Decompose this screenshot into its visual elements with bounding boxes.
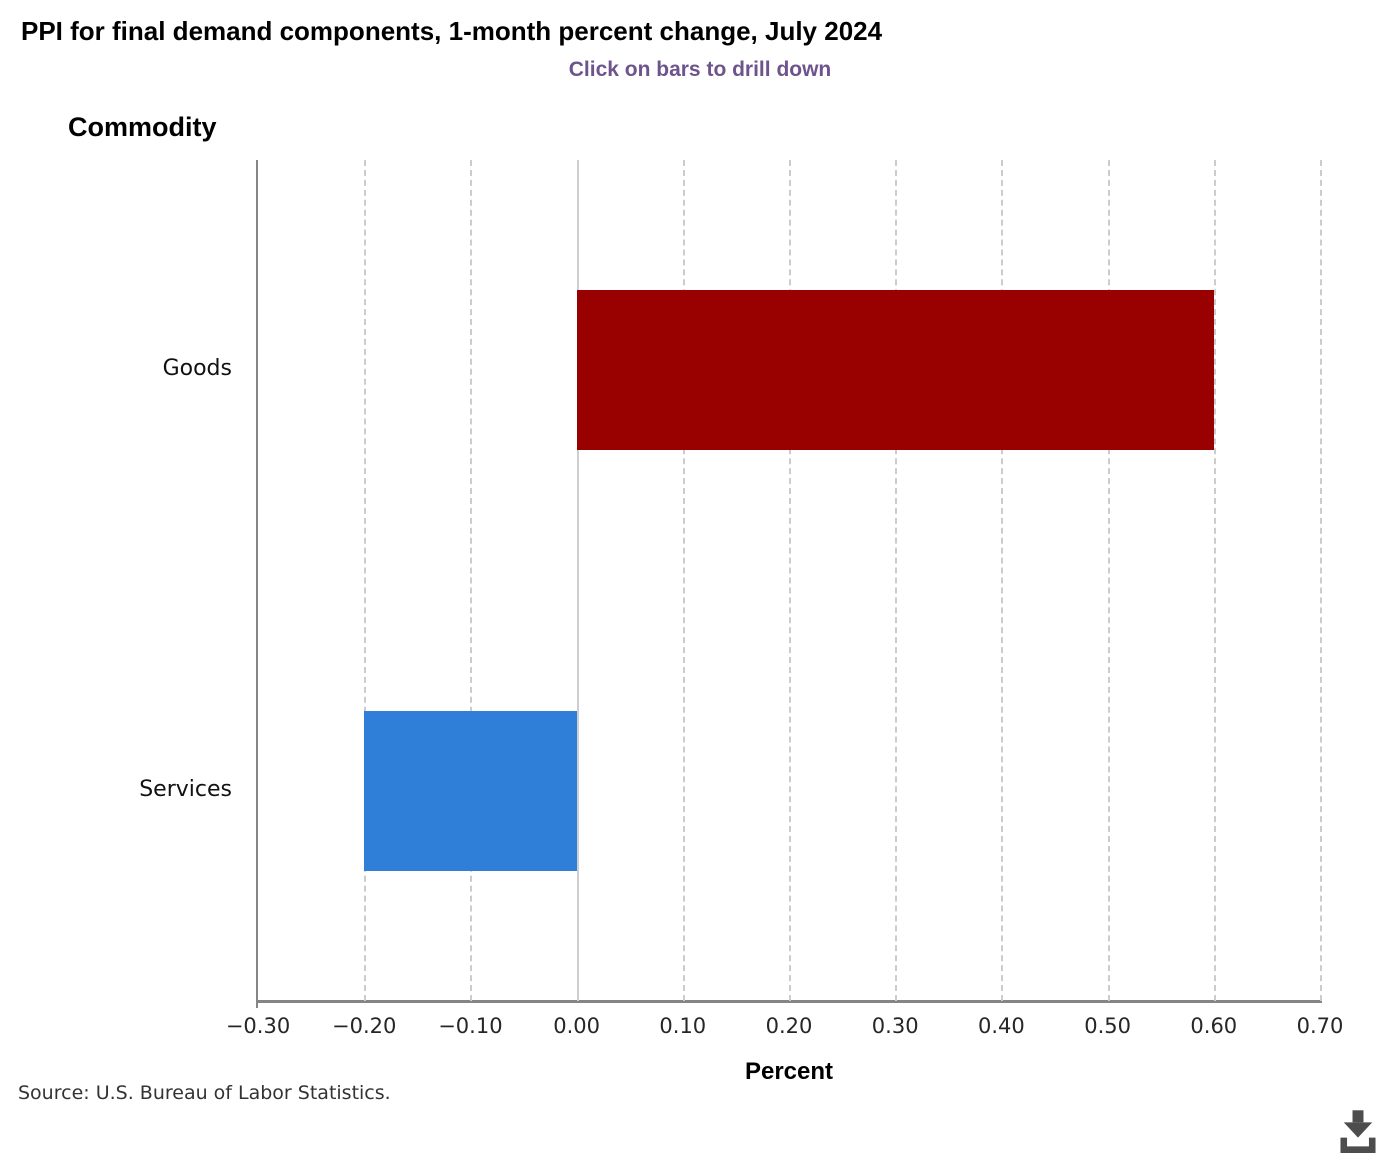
x-tick-label: 0.50	[1084, 1014, 1131, 1038]
bar-goods[interactable]	[576, 290, 1214, 451]
gridline	[682, 160, 685, 1001]
x-tick-label: 0.70	[1296, 1014, 1344, 1038]
plot-area	[258, 160, 1322, 1001]
download-icon	[1336, 1109, 1380, 1156]
x-axis-title: Percent	[744, 1058, 834, 1085]
x-tick-label: 0.20	[765, 1014, 813, 1038]
x-tick-label: −0.10	[438, 1014, 503, 1038]
y-axis-line	[256, 160, 258, 1008]
gridline	[895, 160, 898, 1001]
x-tick-label: 0.40	[978, 1014, 1025, 1038]
gridline	[1320, 160, 1322, 1001]
y-category-label: Services	[139, 776, 232, 802]
y-axis-title: Commodity	[68, 112, 217, 142]
gridline	[789, 160, 791, 1001]
bar-services[interactable]	[364, 710, 577, 871]
gridline	[1213, 160, 1216, 1001]
chart-title: PPI for final demand components, 1-month…	[21, 16, 883, 46]
x-tick-label: −0.30	[225, 1014, 291, 1038]
x-tick-label: −0.20	[332, 1014, 397, 1038]
x-tick-label: 0.30	[871, 1014, 919, 1038]
gridline	[1001, 160, 1004, 1001]
x-axis-labels: −0.30 −0.20 −0.10 0.00 0.10 0.20 0.30 0.40 0.50 0…	[0, 1014, 1400, 1044]
zero-line	[576, 160, 579, 1001]
chart-subtitle: Click on bars to drill down	[568, 58, 832, 81]
x-tick-label: 0.00	[553, 1014, 600, 1038]
download-button[interactable]	[1334, 1106, 1382, 1156]
source-note: Source: U.S. Bureau of Labor Statistics.	[18, 1082, 391, 1104]
x-tick-label: 0.60	[1190, 1014, 1238, 1038]
y-category-label: Goods	[162, 356, 232, 382]
x-tick-label: 0.10	[659, 1014, 707, 1038]
gridline	[1107, 160, 1110, 1001]
gridline	[470, 160, 473, 1001]
y-axis-labels: Goods Services	[0, 0, 232, 1001]
x-axis-line	[256, 1000, 1322, 1003]
gridline	[364, 160, 367, 1001]
